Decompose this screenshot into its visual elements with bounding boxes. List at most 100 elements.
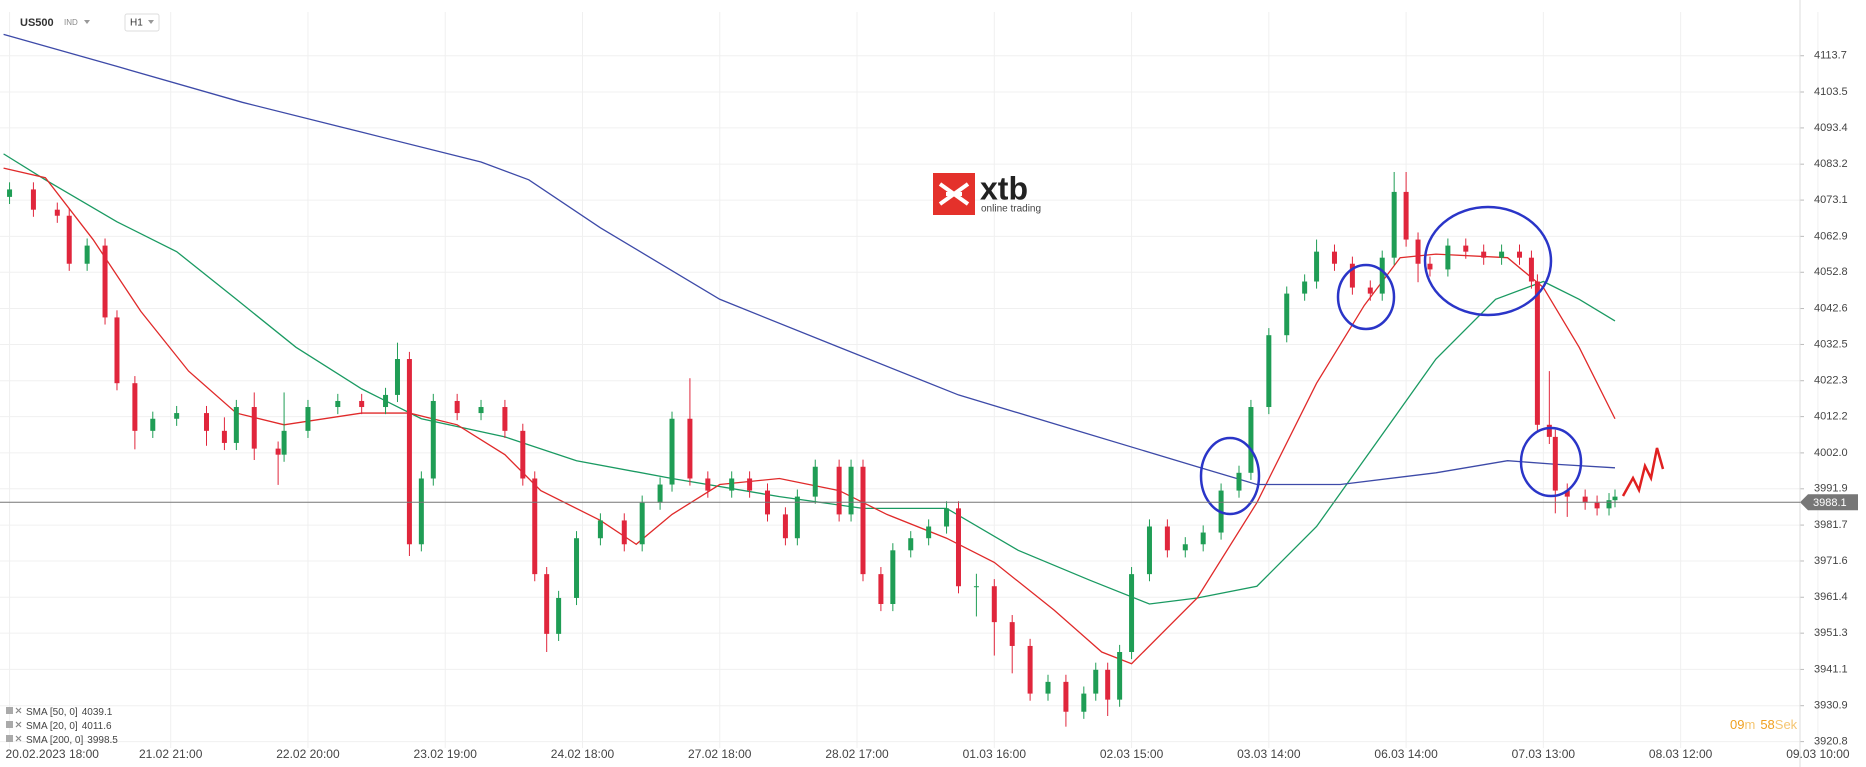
legend-icon — [6, 735, 13, 742]
sma-line — [3, 167, 1616, 665]
candle-body — [1105, 669, 1111, 700]
candle-body — [860, 466, 866, 575]
y-tick-label: 4012.2 — [1814, 411, 1848, 423]
legend-remove[interactable] — [15, 735, 22, 742]
candle-body — [556, 597, 562, 634]
candle-body — [275, 448, 281, 455]
candle-body — [305, 407, 311, 431]
x-tick-label: 07.03 13:00 — [1512, 747, 1576, 761]
legend-remove[interactable] — [15, 721, 22, 728]
candle-body — [1367, 287, 1373, 294]
candle-body — [544, 574, 550, 634]
annotation-circle — [1336, 263, 1396, 331]
current-price-tag — [1800, 494, 1858, 511]
x-tick-label: 03.03 14:00 — [1237, 747, 1301, 761]
candle-body — [1481, 251, 1487, 258]
candle-body — [794, 496, 800, 539]
legend-value: 4039.1 — [82, 707, 113, 718]
y-tick-label: 4103.5 — [1814, 86, 1848, 98]
candle-body — [639, 502, 645, 545]
timer-minutes-unit: m — [1744, 717, 1755, 732]
candle-body — [926, 526, 932, 539]
x-tick-label: 02.03 15:00 — [1100, 747, 1164, 761]
legend-name: SMA [20, 0] — [26, 721, 78, 732]
timer-seconds-unit: Sek — [1775, 717, 1798, 732]
symbol: US500 — [20, 17, 54, 29]
candle-body — [221, 430, 227, 443]
sma-line — [3, 33, 1616, 486]
candle-body — [233, 407, 239, 443]
candle-body — [1331, 251, 1337, 264]
candle-body — [836, 466, 842, 515]
candle-body — [1236, 472, 1242, 491]
x-tick-label: 27.02 18:00 — [688, 747, 752, 761]
y-tick-label: 4113.7 — [1814, 50, 1847, 62]
legend-remove[interactable] — [15, 707, 22, 714]
candle-body — [890, 550, 896, 604]
x-tick-label: 28.02 17:00 — [825, 747, 889, 761]
y-tick-label: 3951.3 — [1814, 627, 1848, 639]
candle-body — [1146, 526, 1152, 575]
sma-line — [3, 153, 1616, 605]
candle-body — [1445, 245, 1451, 270]
annotation-circle — [1519, 426, 1583, 498]
annotations — [1199, 205, 1665, 516]
legend-name: SMA [50, 0] — [26, 707, 78, 718]
candle-body — [478, 407, 484, 414]
candle-body — [1117, 652, 1123, 700]
logo-brand: xtb — [980, 170, 1028, 206]
candle-body — [1164, 526, 1170, 551]
candle-body — [687, 418, 693, 479]
candle-body — [394, 359, 400, 395]
y-tick-label: 3991.9 — [1814, 483, 1848, 495]
candle-body — [944, 508, 950, 527]
logo-tagline: online trading — [981, 204, 1041, 215]
candle-body — [1129, 574, 1135, 652]
candle-body — [532, 478, 538, 575]
candle-body — [1546, 424, 1552, 437]
candle-body — [114, 317, 120, 384]
logo-mark — [938, 182, 970, 206]
x-tick-label: 06.03 14:00 — [1374, 747, 1438, 761]
annotation-squiggle — [1621, 447, 1665, 497]
candle-body — [1379, 257, 1385, 294]
x-tick-label: 22.02 20:00 — [276, 747, 340, 761]
candle-body — [1391, 191, 1397, 258]
grid — [0, 12, 1819, 748]
candle-body — [30, 189, 36, 210]
legend-name: SMA [200, 0] — [26, 735, 83, 746]
dropdown-icon[interactable] — [148, 20, 154, 24]
candle-body — [520, 430, 526, 479]
header: US500 IND H1 — [20, 13, 160, 32]
y-tick-label: 4052.8 — [1814, 266, 1848, 278]
candle-body — [1093, 669, 1099, 694]
candle-body — [1582, 496, 1588, 503]
x-tick-label: 20.02.2023 18:00 — [6, 747, 100, 761]
candle-body — [1284, 293, 1290, 336]
candle-body — [812, 466, 818, 497]
candle-body — [991, 586, 997, 623]
candle-body — [7, 189, 13, 197]
candle-body — [1081, 693, 1087, 712]
candle-body — [132, 383, 138, 431]
current-price-label: 3988.1 — [1813, 497, 1847, 509]
candle-body — [848, 466, 854, 515]
instrument-type: IND — [64, 18, 78, 27]
candle-body — [251, 407, 257, 449]
candle-body — [1534, 281, 1540, 425]
legend-entry: SMA [200, 0] 3998.5 — [26, 735, 118, 746]
timeframe-button[interactable] — [124, 13, 160, 32]
timer: 09m 58Sek — [1730, 717, 1798, 732]
candle-body — [102, 245, 108, 318]
dropdown-icon[interactable] — [84, 20, 90, 24]
y-tick-label: 4073.1 — [1814, 194, 1848, 206]
candle-body — [621, 520, 627, 545]
candle-body — [1499, 251, 1505, 258]
candle-body — [1302, 281, 1308, 294]
candle-body — [406, 359, 412, 545]
candle-body — [1528, 257, 1534, 282]
candle-body — [174, 413, 180, 419]
y-tick-label: 3961.4 — [1814, 591, 1848, 603]
